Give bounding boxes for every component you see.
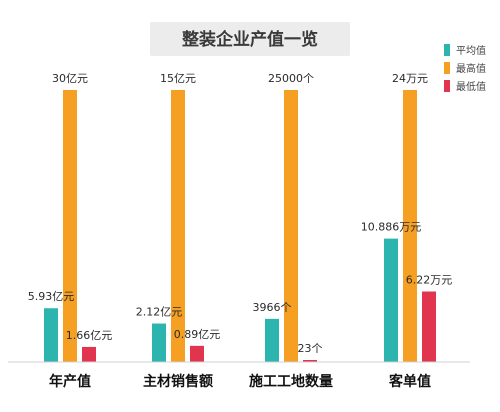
- bar-max-0: [63, 90, 77, 362]
- chart-title-bg: [150, 22, 350, 56]
- value-label-min-2: 23个: [298, 342, 323, 355]
- legend-swatch-max: [444, 62, 450, 74]
- legend-label-min: 最低值: [456, 80, 486, 93]
- value-label-average-3: 10.886万元: [361, 221, 422, 234]
- bar-average-0: [44, 308, 58, 362]
- legend-label-average: 平均值: [456, 44, 486, 57]
- category-label-2: 施工工地数量: [249, 373, 333, 390]
- bar-min-2: [303, 360, 317, 362]
- value-label-min-0: 1.66亿元: [66, 329, 113, 342]
- bar-min-1: [190, 345, 204, 362]
- value-label-average-1: 2.12亿元: [136, 306, 183, 319]
- value-label-max-3: 24万元: [392, 72, 428, 85]
- bar-max-3: [403, 90, 417, 362]
- value-label-average-0: 5.93亿元: [28, 290, 75, 303]
- category-labels: 年产值 主材销售额 施工工地数量 客单值: [49, 373, 431, 390]
- bar-average-3: [384, 238, 398, 362]
- bars: [44, 90, 436, 362]
- value-labels: 5.93亿元 30亿元 1.66亿元 2.12亿元 15亿元 0.89亿元 3966个 250…: [28, 72, 453, 355]
- value-label-max-1: 15亿元: [160, 72, 196, 85]
- category-label-3: 客单值: [388, 373, 431, 390]
- legend-swatch-min: [444, 80, 450, 92]
- bar-max-1: [171, 90, 185, 362]
- legend-swatch-average: [444, 44, 450, 56]
- value-label-min-1: 0.89亿元: [174, 328, 221, 341]
- value-label-max-2: 25000个: [268, 72, 314, 85]
- category-label-1: 主材销售额: [143, 373, 213, 390]
- value-label-max-0: 30亿元: [52, 72, 88, 85]
- value-label-min-3: 6.22万元: [406, 274, 453, 287]
- chart-title: 整装企业产值一览: [182, 29, 318, 50]
- bar-min-0: [82, 346, 96, 362]
- legend-label-max: 最高值: [456, 62, 486, 75]
- bar-average-2: [265, 318, 279, 362]
- category-label-0: 年产值: [49, 373, 91, 390]
- value-label-average-2: 3966个: [253, 301, 292, 314]
- bar-average-1: [152, 323, 166, 362]
- bar-max-2: [284, 90, 298, 362]
- bar-min-3: [422, 291, 436, 362]
